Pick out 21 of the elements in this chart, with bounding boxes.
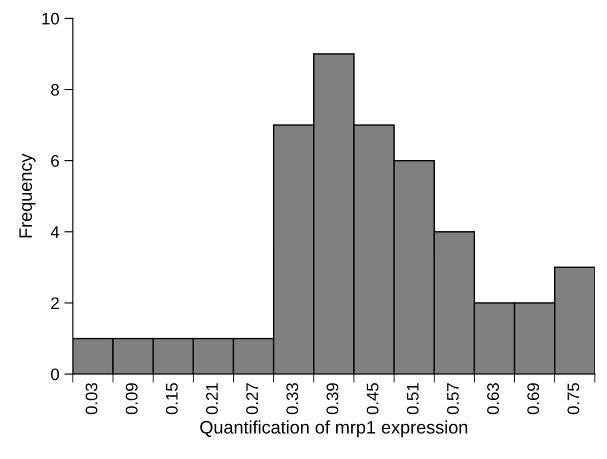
x-tick-label: 0.09 [126,383,138,414]
y-tick-label: 10 [42,12,59,25]
x-tick-label: 0.15 [166,383,178,414]
x-axis-title: Quantification of mrp1 expression [200,420,468,438]
y-tick-label: 2 [51,297,59,309]
x-tick-label: 0.63 [487,383,499,414]
x-tick-label: 0.03 [86,383,98,414]
x-tick-label: 0.51 [406,383,419,414]
y-tick-label: 8 [51,84,59,96]
y-tick-label: 0 [51,368,59,380]
x-tick-label: 0.39 [326,383,338,414]
x-tick-label: 0.75 [567,383,580,414]
x-tick-label: 0.69 [527,383,540,414]
x-tick-label: 0.57 [446,383,459,414]
x-tick-label: 0.33 [286,383,298,414]
x-tick-label: 0.21 [206,383,218,414]
x-tick-label: 0.27 [246,383,258,414]
y-axis-title: Frequency [19,154,36,238]
x-tick-label: 0.45 [366,383,378,414]
y-tick-label: 4 [50,226,60,238]
y-tick-label: 6 [51,155,59,167]
